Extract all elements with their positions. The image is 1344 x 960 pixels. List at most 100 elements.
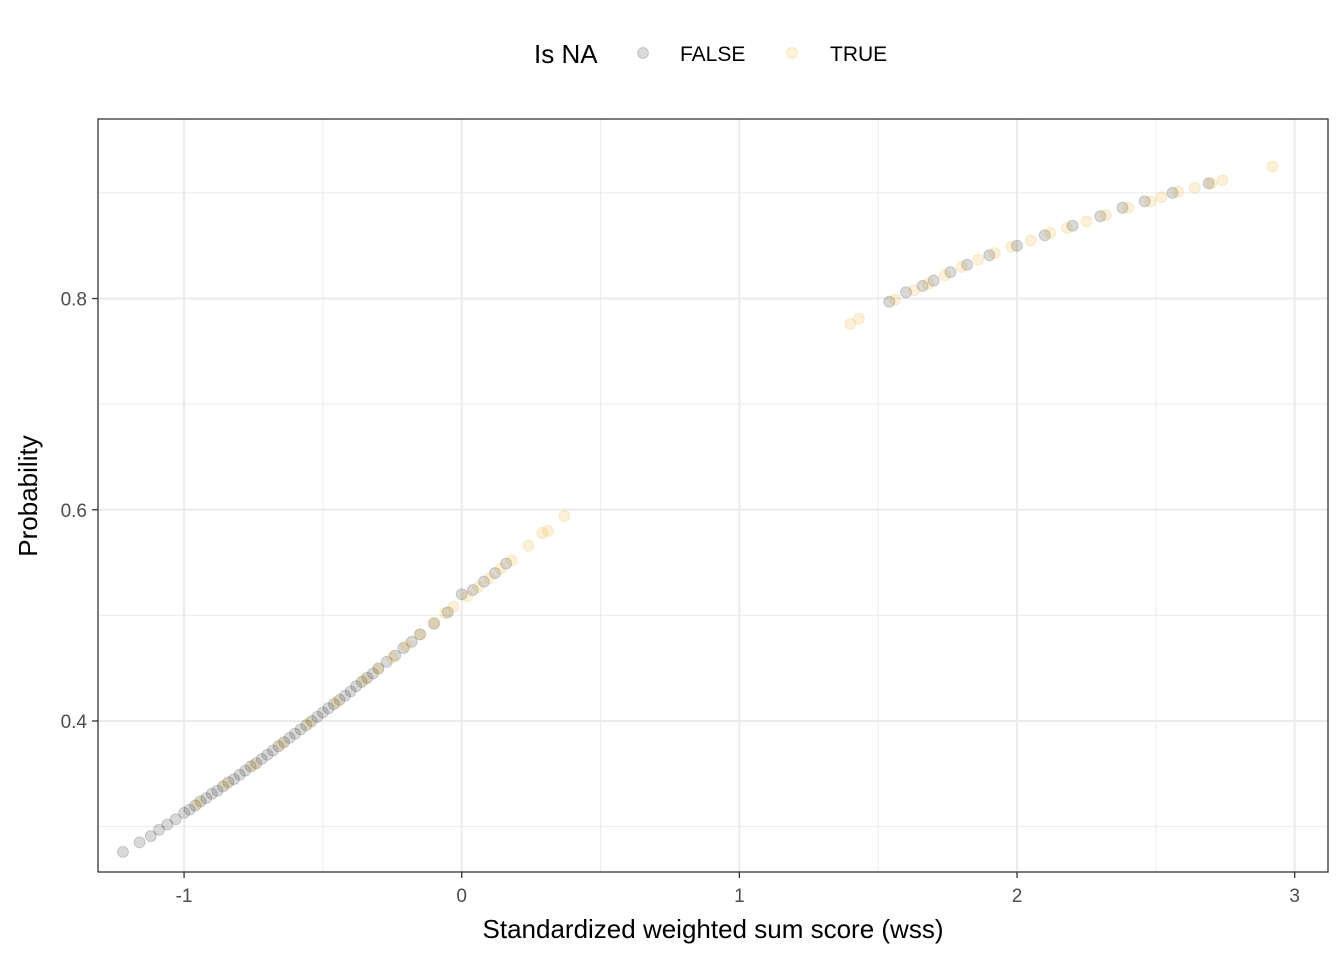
legend-title: Is NA bbox=[534, 39, 598, 69]
legend-key-true bbox=[786, 47, 798, 59]
point-false-57 bbox=[927, 274, 940, 287]
point-true-29 bbox=[955, 260, 968, 273]
point-false-61 bbox=[1011, 239, 1023, 252]
point-true-12 bbox=[439, 607, 452, 620]
point-false-68 bbox=[1202, 177, 1215, 190]
x-axis: -1 0 1 2 3 bbox=[176, 872, 1300, 907]
panel-border bbox=[97, 118, 1329, 873]
x-axis-title: Standardized weighted sum score (wss) bbox=[483, 914, 944, 944]
point-true-20 bbox=[536, 527, 549, 539]
point-false-36 bbox=[344, 685, 357, 698]
point-true-30 bbox=[972, 253, 985, 266]
point-false-23 bbox=[272, 740, 285, 753]
point-true-4 bbox=[303, 717, 315, 730]
point-false-33 bbox=[328, 698, 340, 711]
point-false-56 bbox=[916, 279, 929, 292]
point-true-31 bbox=[988, 247, 1001, 260]
point-false-11 bbox=[205, 787, 218, 800]
point-false-34 bbox=[333, 693, 346, 706]
grid-major bbox=[98, 119, 1328, 872]
point-true-24 bbox=[852, 312, 865, 325]
point-true-3 bbox=[275, 738, 288, 751]
point-true-43 bbox=[1205, 177, 1218, 190]
point-false-51 bbox=[477, 575, 490, 588]
point-false-67 bbox=[1166, 186, 1179, 199]
point-false-21 bbox=[261, 748, 274, 761]
point-false-44 bbox=[397, 642, 410, 655]
point-false-1 bbox=[133, 836, 146, 849]
point-false-19 bbox=[250, 757, 263, 770]
point-false-45 bbox=[405, 635, 418, 648]
point-true-32 bbox=[1005, 240, 1018, 253]
point-false-17 bbox=[239, 764, 252, 777]
point-true-42 bbox=[1188, 181, 1201, 194]
point-true-5 bbox=[330, 696, 343, 708]
point-true-33 bbox=[1024, 234, 1037, 247]
point-false-12 bbox=[211, 784, 224, 797]
point-false-53 bbox=[500, 557, 513, 570]
point-false-28 bbox=[300, 719, 313, 732]
point-true-10 bbox=[414, 628, 427, 641]
point-false-3 bbox=[153, 823, 166, 836]
point-true-2 bbox=[247, 759, 260, 772]
point-false-7 bbox=[183, 803, 196, 816]
point-true-9 bbox=[400, 640, 413, 652]
point-false-46 bbox=[414, 628, 427, 641]
point-true-44 bbox=[1216, 174, 1229, 187]
point-false-5 bbox=[169, 813, 182, 826]
legend-label-false: FALSE bbox=[680, 43, 745, 66]
point-false-65 bbox=[1116, 201, 1129, 214]
point-true-6 bbox=[358, 673, 371, 686]
x-tick-label-4: 3 bbox=[1289, 886, 1300, 907]
point-true-18 bbox=[505, 554, 518, 567]
point-true-27 bbox=[922, 277, 935, 290]
point-true-40 bbox=[1155, 191, 1168, 204]
y-axis: 0.4 0.6 0.8 bbox=[61, 290, 98, 733]
point-false-22 bbox=[266, 744, 279, 757]
y-axis-title: Probability bbox=[13, 435, 43, 556]
point-false-55 bbox=[900, 286, 912, 299]
point-true-45 bbox=[1266, 160, 1279, 173]
point-false-10 bbox=[200, 792, 213, 805]
point-false-13 bbox=[216, 780, 229, 793]
plot-panel bbox=[97, 118, 1329, 873]
point-true-16 bbox=[483, 572, 496, 585]
point-false-4 bbox=[161, 818, 174, 831]
point-false-66 bbox=[1138, 195, 1151, 208]
point-true-25 bbox=[888, 293, 901, 306]
point-true-26 bbox=[908, 284, 921, 297]
point-false-42 bbox=[380, 655, 393, 668]
y-tick-label-2: 0.8 bbox=[61, 290, 87, 311]
point-true-8 bbox=[386, 651, 399, 664]
point-false-64 bbox=[1094, 210, 1107, 223]
point-false-59 bbox=[961, 258, 974, 271]
x-tick-label-2: 1 bbox=[734, 886, 745, 907]
point-true-7 bbox=[372, 663, 385, 676]
point-false-38 bbox=[355, 675, 368, 688]
point-false-62 bbox=[1038, 229, 1051, 242]
point-false-48 bbox=[441, 606, 454, 619]
point-false-35 bbox=[339, 689, 352, 702]
legend-label-true: TRUE bbox=[830, 43, 887, 66]
point-false-20 bbox=[255, 753, 268, 765]
point-false-32 bbox=[322, 702, 335, 715]
point-true-15 bbox=[472, 580, 485, 593]
point-true-36 bbox=[1080, 215, 1093, 228]
point-false-25 bbox=[283, 731, 296, 744]
point-true-23 bbox=[844, 317, 857, 330]
point-true-17 bbox=[494, 562, 507, 575]
legend: Is NA FALSE TRUE bbox=[534, 39, 887, 69]
point-false-24 bbox=[278, 736, 290, 749]
point-false-47 bbox=[428, 617, 440, 630]
point-true-39 bbox=[1144, 195, 1157, 208]
point-true-28 bbox=[938, 269, 951, 282]
point-true-11 bbox=[428, 616, 440, 629]
point-false-40 bbox=[366, 667, 379, 680]
point-false-37 bbox=[350, 680, 363, 693]
point-false-30 bbox=[311, 710, 324, 723]
points-false bbox=[117, 177, 1215, 858]
point-false-58 bbox=[944, 266, 957, 279]
point-true-13 bbox=[447, 600, 460, 613]
point-true-38 bbox=[1122, 201, 1135, 214]
